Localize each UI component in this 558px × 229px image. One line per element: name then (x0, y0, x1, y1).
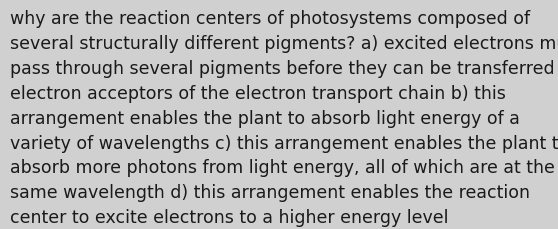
Text: several structurally different pigments? a) excited electrons must: several structurally different pigments?… (10, 35, 558, 53)
Text: same wavelength d) this arrangement enables the reaction: same wavelength d) this arrangement enab… (10, 183, 530, 201)
Text: center to excite electrons to a higher energy level: center to excite electrons to a higher e… (10, 208, 449, 226)
Text: absorb more photons from light energy, all of which are at the: absorb more photons from light energy, a… (10, 159, 555, 177)
Text: pass through several pigments before they can be transferred to: pass through several pigments before the… (10, 60, 558, 78)
Text: why are the reaction centers of photosystems composed of: why are the reaction centers of photosys… (10, 10, 530, 28)
Text: arrangement enables the plant to absorb light energy of a: arrangement enables the plant to absorb … (10, 109, 520, 127)
Text: variety of wavelengths c) this arrangement enables the plant to: variety of wavelengths c) this arrangeme… (10, 134, 558, 152)
Text: electron acceptors of the electron transport chain b) this: electron acceptors of the electron trans… (10, 85, 506, 102)
